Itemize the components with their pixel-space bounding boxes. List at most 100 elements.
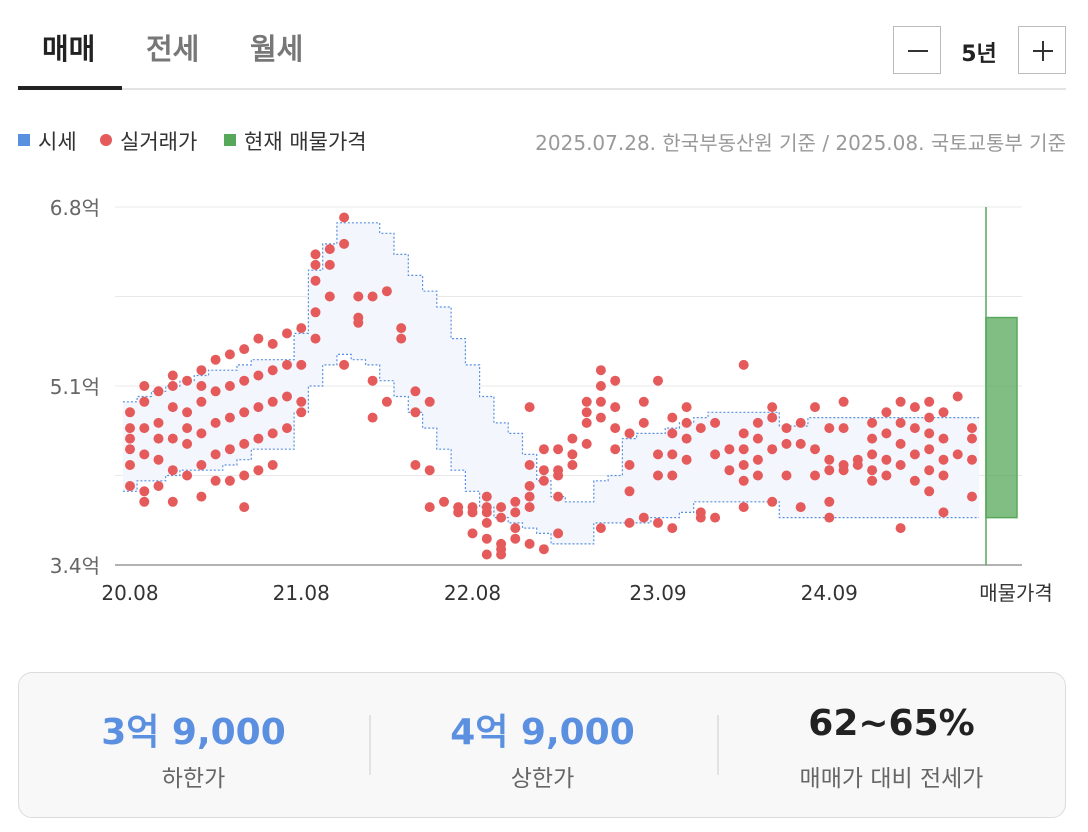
transaction-point bbox=[410, 407, 421, 418]
market-price-lower-line bbox=[122, 353, 980, 545]
transaction-point bbox=[795, 502, 806, 513]
transaction-point bbox=[296, 396, 307, 407]
transaction-point bbox=[153, 481, 164, 491]
transaction-point bbox=[481, 491, 492, 502]
jeonse-ratio-value: 62~65% bbox=[808, 703, 975, 744]
transaction-point bbox=[224, 475, 235, 486]
transaction-point bbox=[210, 354, 221, 365]
transaction-point bbox=[481, 517, 492, 528]
transaction-point bbox=[667, 412, 678, 423]
transaction-point bbox=[610, 402, 621, 413]
transaction-point bbox=[139, 486, 150, 497]
transaction-point bbox=[952, 449, 963, 460]
transaction-point bbox=[496, 512, 507, 523]
transaction-point bbox=[139, 381, 150, 391]
transaction-point bbox=[524, 502, 535, 513]
price-chart: 3.4억 5.1억 6.8억 20.08 21.08 22.08 23.09 24.09 매물가… bbox=[50, 196, 1053, 605]
x-tick-label: 23.09 bbox=[629, 581, 686, 605]
transaction-point bbox=[196, 381, 207, 391]
transaction-point bbox=[681, 433, 692, 444]
transaction-point bbox=[952, 391, 963, 402]
transaction-point bbox=[553, 491, 564, 502]
period-increase-button[interactable] bbox=[1018, 26, 1066, 74]
active-tab-indicator bbox=[18, 86, 122, 90]
transaction-point bbox=[909, 449, 920, 460]
transaction-point bbox=[738, 460, 749, 470]
transaction-point bbox=[967, 433, 977, 444]
transaction-point bbox=[339, 359, 350, 370]
transaction-point bbox=[267, 338, 278, 349]
transaction-point bbox=[239, 344, 250, 355]
transaction-point bbox=[681, 402, 692, 413]
transaction-point bbox=[653, 449, 663, 460]
transaction-point bbox=[795, 438, 806, 449]
transaction-point bbox=[239, 438, 250, 449]
transaction-point bbox=[367, 375, 378, 386]
transaction-point bbox=[224, 412, 235, 423]
transaction-point bbox=[738, 502, 749, 513]
transaction-point bbox=[224, 349, 235, 360]
transaction-point bbox=[196, 396, 207, 407]
transaction-point bbox=[153, 386, 164, 397]
transaction-point bbox=[595, 412, 606, 423]
transaction-point bbox=[781, 438, 792, 449]
transaction-point bbox=[738, 444, 749, 455]
transaction-point bbox=[595, 523, 606, 534]
x-tick-label: 매물가격 bbox=[979, 581, 1053, 605]
transaction-point bbox=[553, 465, 564, 476]
transaction-point bbox=[182, 407, 193, 418]
transaction-point bbox=[524, 538, 535, 549]
transaction-point bbox=[938, 407, 949, 418]
transaction-point bbox=[738, 359, 749, 370]
transaction-point bbox=[310, 307, 321, 318]
tab-monthly-rent[interactable]: 월세 bbox=[250, 32, 304, 66]
transaction-point bbox=[581, 396, 592, 407]
transaction-point bbox=[967, 454, 977, 465]
transaction-point bbox=[510, 496, 521, 507]
transaction-point bbox=[667, 523, 678, 534]
tab-jeonse[interactable]: 전세 bbox=[146, 32, 200, 66]
transaction-point bbox=[424, 502, 435, 513]
transaction-point bbox=[210, 417, 221, 428]
transaction-point bbox=[282, 359, 292, 370]
transaction-point bbox=[810, 402, 820, 413]
period-decrease-button[interactable] bbox=[893, 26, 941, 74]
transaction-point bbox=[909, 475, 920, 486]
transaction-point bbox=[624, 460, 635, 470]
transaction-point bbox=[139, 396, 150, 407]
transaction-point bbox=[553, 528, 564, 539]
x-tick-label: 24.09 bbox=[801, 581, 858, 605]
jeonse-ratio-label: 매매가 대비 전세가 bbox=[799, 766, 984, 792]
transaction-point bbox=[324, 244, 335, 255]
transaction-point bbox=[767, 496, 778, 507]
transaction-point bbox=[924, 412, 935, 423]
upper-price-value: 4억 9,000 bbox=[450, 712, 635, 753]
transaction-point bbox=[767, 412, 778, 423]
transaction-point bbox=[524, 481, 535, 491]
summary-jeonse-ratio: 62~65% 매매가 대비 전세가 bbox=[717, 673, 1066, 819]
transaction-point bbox=[581, 407, 592, 418]
transaction-point bbox=[967, 491, 977, 502]
transaction-point bbox=[524, 491, 535, 502]
deal-type-tabs: 매매 전세 월세 bbox=[18, 0, 1066, 90]
transaction-point bbox=[353, 291, 364, 302]
transaction-point bbox=[467, 502, 478, 513]
transaction-point bbox=[510, 507, 521, 518]
transaction-point bbox=[182, 375, 193, 386]
legend-label: 시세 bbox=[38, 130, 77, 154]
transaction-point bbox=[824, 454, 835, 465]
transaction-point bbox=[524, 402, 535, 413]
transaction-point bbox=[267, 396, 278, 407]
y-tick-label: 5.1억 bbox=[50, 375, 100, 399]
transaction-point bbox=[310, 249, 321, 260]
transaction-point bbox=[510, 533, 521, 544]
transaction-point bbox=[695, 423, 706, 434]
transaction-point bbox=[909, 423, 920, 434]
transaction-point bbox=[695, 507, 706, 518]
transaction-point bbox=[496, 549, 507, 560]
transaction-point bbox=[752, 417, 763, 428]
tab-sale[interactable]: 매매 bbox=[42, 32, 96, 66]
legend-square-icon bbox=[224, 134, 236, 146]
transaction-point bbox=[296, 359, 307, 370]
transaction-point bbox=[653, 517, 663, 528]
